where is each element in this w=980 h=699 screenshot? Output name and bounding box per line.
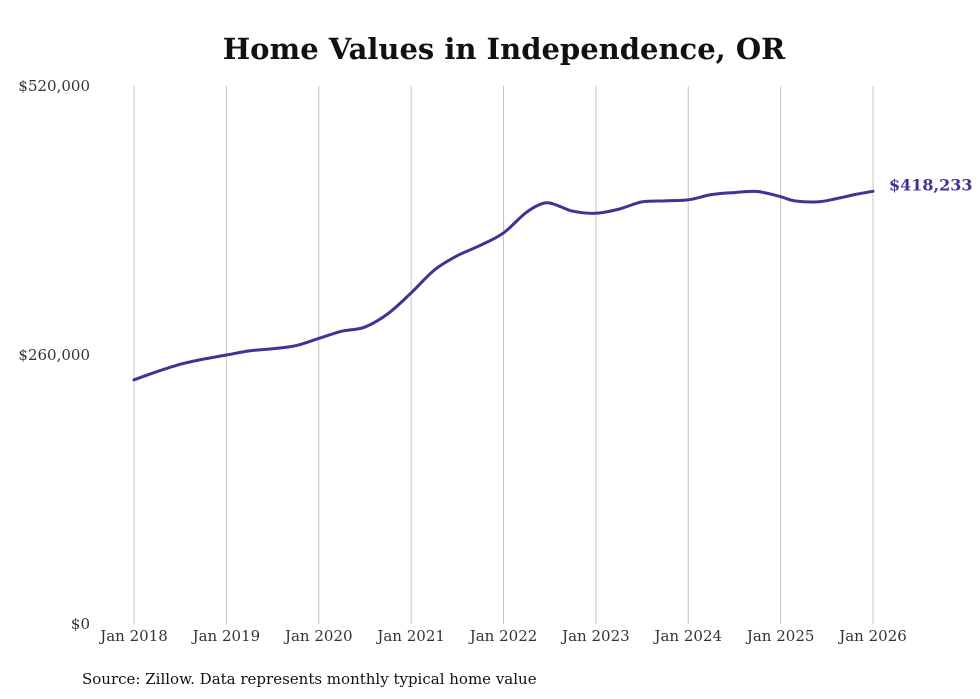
x-tick-label: Jan 2018 (98, 627, 168, 645)
chart-title: Home Values in Independence, OR (223, 32, 786, 66)
x-tick-label: Jan 2025 (745, 627, 815, 645)
series-layer (132, 189, 875, 382)
x-tick-label: Jan 2023 (560, 627, 630, 645)
gridlines (133, 86, 874, 624)
y-tick-label: $260,000 (18, 346, 90, 364)
x-axis: Jan 2018 Jan 2019 Jan 2020 Jan 2021 Jan 2022… (98, 627, 907, 645)
x-tick-label: Jan 2019 (191, 627, 261, 645)
y-tick-label: $520,000 (18, 77, 90, 95)
y-tick-label: $0 (71, 615, 90, 633)
x-tick-label: Jan 2024 (652, 627, 722, 645)
end-value-label: $418,233 (889, 175, 973, 194)
x-tick-label: Jan 2021 (375, 627, 445, 645)
x-tick-label: Jan 2022 (468, 627, 538, 645)
source-note: Source: Zillow. Data represents monthly … (82, 670, 537, 688)
x-tick-label: Jan 2026 (837, 627, 907, 645)
y-axis: $0 $260,000 $520,000 (18, 77, 90, 633)
series-line-0 (132, 189, 875, 382)
x-tick-label: Jan 2020 (283, 627, 353, 645)
